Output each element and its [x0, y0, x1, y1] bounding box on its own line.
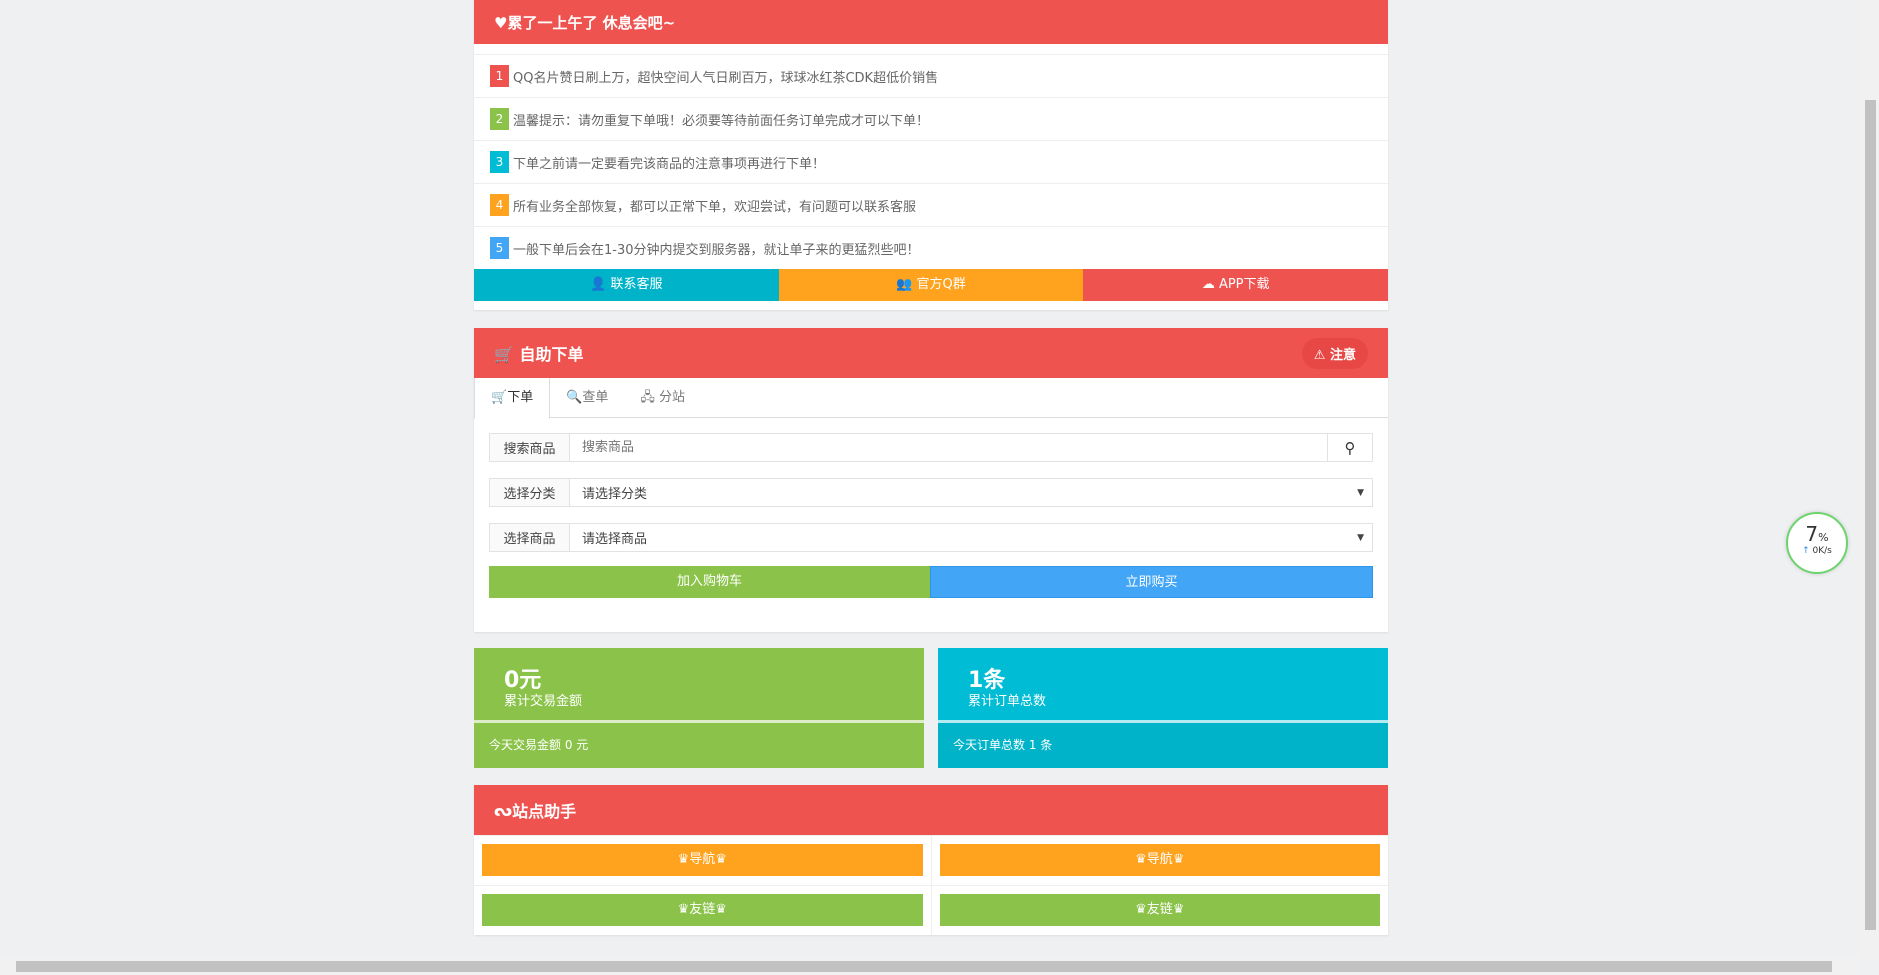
search-icon: 🔍	[566, 390, 583, 405]
product-select[interactable]: 选择商品 请选择商品 ▼	[489, 523, 1373, 552]
speed-percent: 7	[1805, 522, 1819, 546]
caret-down-icon: ▼	[1357, 532, 1364, 543]
notice-button-0[interactable]: 👤 联系客服	[474, 269, 779, 301]
helper-panel: ᔓ 站点助手 ♛导航♛ ♛导航♛ ♛友链♛ ♛友链♛	[474, 785, 1388, 935]
tab-label: 查单	[582, 390, 609, 405]
arrow-up-icon: ↑	[1802, 546, 1813, 556]
scrollbar-thumb[interactable]	[1865, 100, 1876, 930]
add-cart-button[interactable]: 加入购物车	[489, 566, 930, 598]
notice-button-label: 注意	[1329, 347, 1356, 363]
button-label: 官方Q群	[916, 277, 966, 292]
stat-card-amount: 0元 累计交易金额 今天交易金额 0 元	[474, 648, 924, 768]
speed-value: 0K/s	[1812, 546, 1832, 556]
button-label: 联系客服	[610, 277, 663, 292]
notice-item: 1 QQ名片赞日刷上万，超快空间人气日刷百万，球球冰红茶CDK超低价销售	[474, 54, 1388, 97]
notice-number: 2	[490, 108, 509, 130]
stat-value: 1条	[968, 668, 1006, 693]
stat-label: 累计订单总数	[968, 694, 1047, 709]
product-label: 选择商品	[490, 524, 570, 551]
search-button[interactable]: ⚲	[1327, 434, 1372, 461]
notice-button-1[interactable]: 👥 官方Q群	[778, 269, 1084, 301]
btn-label: 导航	[1146, 852, 1173, 867]
notice-item: 3 下单之前请一定要看完该商品的注意事项再进行下单！	[474, 140, 1388, 183]
notice-button[interactable]: ⚠ 注意	[1301, 337, 1368, 369]
notice-text: 所有业务全部恢复，都可以正常下单，欢迎尝试，有问题可以联系客服	[513, 199, 917, 215]
speed-unit: %	[1818, 531, 1829, 544]
cart-icon: 🛒	[494, 345, 520, 364]
notice-item: 4 所有业务全部恢复，都可以正常下单，欢迎尝试，有问题可以联系客服	[474, 183, 1388, 226]
scrollbar-thumb[interactable]	[16, 961, 1832, 972]
tab-order[interactable]: 🛒下单	[474, 378, 551, 419]
category-label: 选择分类	[490, 479, 570, 506]
category-value: 请选择分类	[582, 487, 648, 502]
notice-number: 5	[490, 237, 509, 259]
btn-label: 友链	[1146, 902, 1173, 917]
order-title: 自助下单	[519, 345, 584, 364]
notice-text: 下单之前请一定要看完该商品的注意事项再进行下单！	[513, 156, 826, 172]
buy-now-button[interactable]: 立即购买	[930, 566, 1373, 598]
search-label: 搜索商品	[490, 434, 570, 461]
qq-icon: 👤	[590, 277, 611, 292]
button-label: APP下载	[1218, 277, 1270, 292]
notice-number: 3	[490, 151, 509, 173]
cloud-download-icon: ☁	[1201, 277, 1219, 292]
nav-button[interactable]: ♛导航♛	[939, 844, 1380, 876]
notice-panel: ♥累了一上午了 休息会吧~ 1 QQ名片赞日刷上万，超快空间人气日刷百万，球球冰红…	[474, 0, 1389, 310]
helper-title: 站点助手	[512, 802, 577, 821]
tab-query[interactable]: 🔍查单	[550, 378, 624, 417]
notice-text: QQ名片赞日刷上万，超快空间人气日刷百万，球球冰红茶CDK超低价销售	[513, 70, 939, 86]
notice-item: 5 一般下单后会在1-30分钟内提交到服务器，就让单子来的更猛烈些吧！	[474, 226, 1388, 269]
horizontal-scrollbar[interactable]	[0, 958, 1862, 975]
notice-number: 4	[490, 194, 509, 216]
notice-text: 温馨提示：请勿重复下单哦！必须要等待前面任务订单完成才可以下单！	[513, 113, 930, 129]
stat-today: 今天订单总数 1 条	[953, 738, 1053, 752]
stat-today: 今天交易金额 0 元	[489, 738, 589, 752]
product-value: 请选择商品	[582, 532, 648, 547]
order-title-wrap: 🛒 自助下单	[494, 341, 584, 365]
tab-label: 下单	[507, 390, 534, 405]
friend-link-button[interactable]: ♛友链♛	[939, 894, 1380, 926]
cart-icon: 🛒	[491, 390, 508, 405]
vertical-scrollbar[interactable]	[1862, 0, 1879, 960]
nav-button[interactable]: ♛导航♛	[482, 844, 923, 876]
notice-number: 1	[490, 65, 509, 87]
group-icon: 👥	[896, 277, 917, 292]
search-group: 搜索商品 ⚲	[489, 433, 1373, 462]
tab-label: 分站	[659, 390, 686, 405]
notice-item: 2 温馨提示：请勿重复下单哦！必须要等待前面任务订单完成才可以下单！	[474, 97, 1388, 140]
stat-label: 累计交易金额	[504, 694, 583, 709]
tab-substation[interactable]: 🖧 分站	[624, 378, 701, 417]
order-panel: 🛒 自助下单 ⚠ 注意 🛒下单 🔍查单 🖧 分站 搜索商品 ⚲ 选择分类 请选择…	[474, 328, 1388, 632]
search-input[interactable]	[570, 434, 1327, 461]
stat-card-orders: 1条 累计订单总数 今天订单总数 1 条	[938, 648, 1388, 768]
btn-label: 导航	[689, 852, 716, 867]
notice-button-2[interactable]: ☁ APP下载	[1083, 269, 1389, 301]
sitemap-icon: 🖧	[640, 390, 660, 405]
btn-label: 友链	[689, 902, 716, 917]
speed-widget[interactable]: 7% ↑ 0K/s	[1786, 512, 1848, 574]
link-icon: ᔓ	[494, 800, 513, 820]
notice-title: ♥累了一上午了 休息会吧~	[474, 0, 1388, 44]
friend-link-button[interactable]: ♛友链♛	[482, 894, 923, 926]
stat-value: 0元	[504, 668, 542, 693]
caret-down-icon: ▼	[1357, 487, 1364, 498]
notice-text: 一般下单后会在1-30分钟内提交到服务器，就让单子来的更猛烈些吧！	[513, 242, 920, 258]
category-select[interactable]: 选择分类 请选择分类 ▼	[489, 478, 1373, 507]
